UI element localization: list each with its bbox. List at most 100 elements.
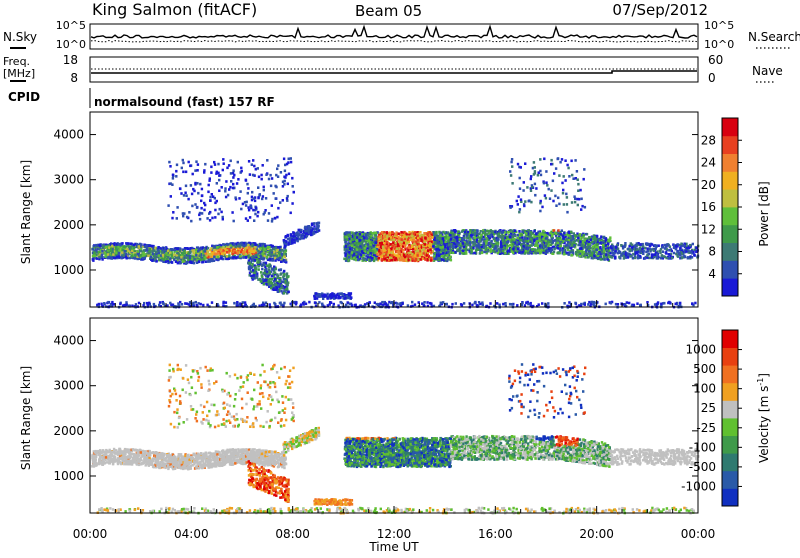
range-cell [173, 254, 175, 257]
range-cell [167, 260, 169, 263]
range-cell [469, 229, 471, 232]
range-cell [96, 257, 98, 260]
range-cell [346, 238, 348, 241]
range-cell [125, 253, 127, 256]
range-cell [411, 235, 413, 238]
range-cell [281, 249, 283, 252]
range-cell [263, 283, 265, 286]
range-cell [254, 266, 256, 269]
range-cell [93, 245, 95, 248]
range-cell [390, 236, 392, 239]
range-cell [187, 247, 189, 250]
range-cell [354, 242, 356, 245]
range-cell [349, 248, 351, 251]
range-cell [574, 234, 576, 237]
range-cell [389, 243, 391, 246]
range-cell [467, 231, 469, 234]
range-cell [308, 226, 310, 229]
range-cell [345, 236, 347, 239]
range-cell [143, 249, 145, 252]
range-cell [398, 255, 400, 258]
range-cell [197, 246, 199, 249]
range-cell [248, 250, 250, 253]
noise-tick-top-left: 10^5 [56, 19, 86, 32]
range-cell [537, 244, 539, 247]
range-cell [579, 243, 581, 246]
range-cell [179, 247, 181, 250]
range-cell [133, 244, 135, 247]
range-cell [514, 229, 516, 232]
range-cell [144, 257, 146, 260]
range-cell [379, 235, 381, 238]
range-cell [213, 256, 215, 259]
range-cell [139, 243, 141, 246]
range-cell [383, 249, 385, 252]
range-cell [237, 248, 239, 251]
range-cell [387, 245, 389, 248]
range-cell [369, 256, 371, 259]
range-cell [507, 241, 509, 244]
range-cell [133, 247, 135, 250]
station-title: King Salmon (fitACF) [92, 0, 257, 19]
range-cell [222, 247, 224, 250]
range-cell [197, 250, 199, 253]
range-cell [585, 250, 587, 253]
range-cell [517, 234, 519, 237]
range-cell [101, 254, 103, 257]
freq-unit-label: [MHz] [3, 67, 35, 80]
range-cell [297, 240, 299, 243]
range-cell [559, 239, 561, 242]
range-cell [368, 246, 370, 249]
range-cell [217, 256, 219, 259]
range-cell [217, 258, 219, 261]
range-cell [281, 253, 283, 256]
range-cell [392, 245, 394, 248]
range-cell [562, 237, 564, 240]
range-cell [149, 248, 151, 251]
range-cell [395, 257, 397, 260]
range-cell [270, 287, 272, 290]
range-cell [397, 251, 399, 254]
range-cell [509, 244, 511, 247]
range-cell [140, 250, 142, 253]
range-cell [416, 235, 418, 238]
range-cell [344, 254, 346, 257]
range-cell [572, 252, 574, 255]
range-cell [407, 255, 409, 258]
range-cell [190, 260, 192, 263]
range-cell [595, 246, 597, 249]
range-cell [268, 263, 270, 266]
range-cell [403, 249, 405, 252]
range-cell [506, 236, 508, 239]
range-cell [300, 229, 302, 232]
range-cell [102, 247, 104, 250]
range-cell [287, 243, 289, 246]
range-cell [578, 251, 580, 254]
range-cell [271, 275, 273, 278]
range-cell [412, 248, 414, 251]
range-cell [498, 248, 500, 251]
range-cell [444, 241, 446, 244]
range-cell [367, 251, 369, 254]
range-cell [220, 257, 222, 260]
range-cell [439, 237, 441, 240]
range-cell [534, 235, 536, 238]
range-cell [561, 229, 563, 232]
range-cell [406, 236, 408, 239]
range-cell [155, 251, 157, 254]
cpid-panel: CPID normalsound (fast) 157 RF [8, 88, 275, 109]
range-cell [399, 259, 401, 262]
range-cell [413, 243, 415, 246]
power-heatmap [91, 157, 699, 308]
range-cell [454, 251, 456, 254]
range-cell [182, 252, 184, 255]
range-cell [297, 235, 299, 238]
range-cell [217, 252, 219, 255]
range-cell [222, 243, 224, 246]
range-cell [429, 248, 431, 251]
range-cell [198, 260, 200, 263]
range-cell [408, 231, 410, 234]
range-cell [285, 253, 287, 256]
range-cell [436, 236, 438, 239]
range-cell [398, 240, 400, 243]
